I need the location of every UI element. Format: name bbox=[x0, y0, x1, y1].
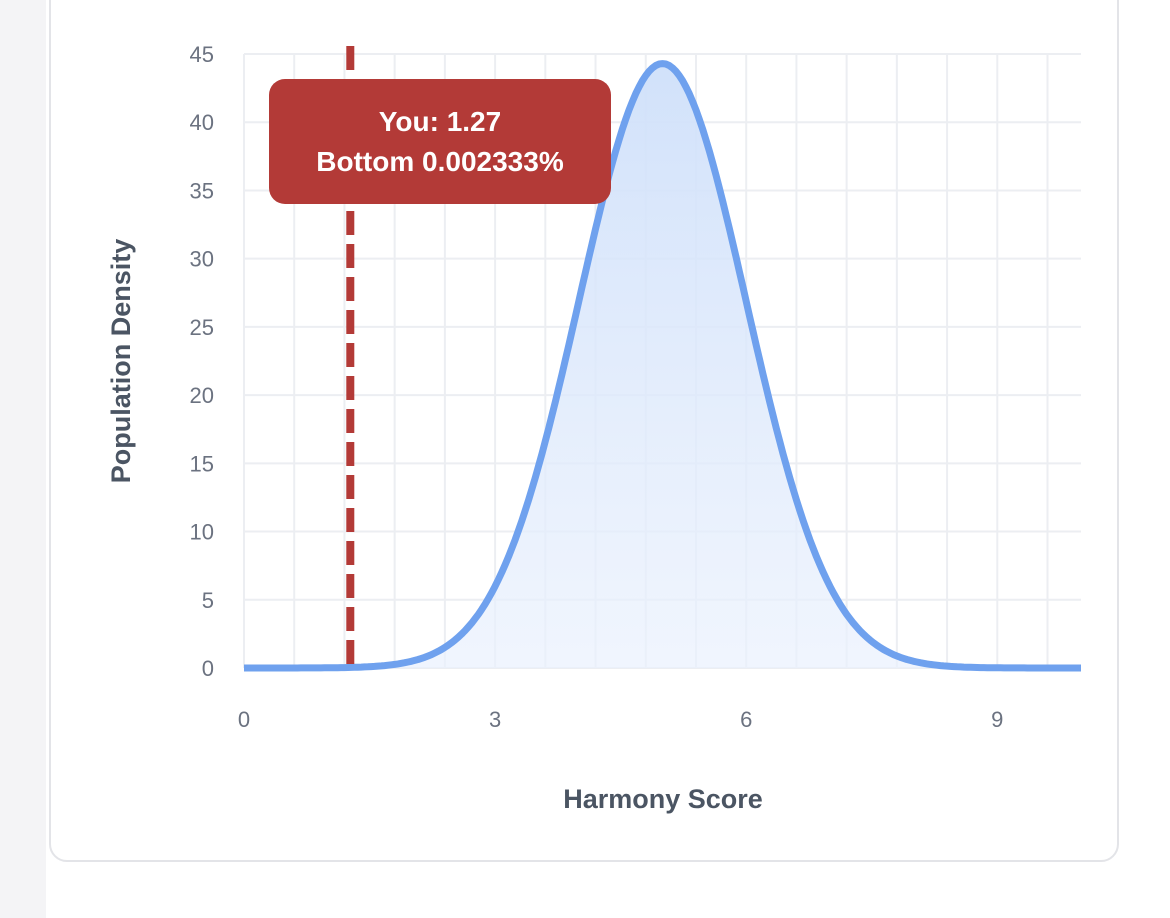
density-curve bbox=[243, 60, 1082, 672]
x-tick-label: 6 bbox=[740, 707, 752, 732]
y-tick-label: 20 bbox=[190, 383, 214, 408]
y-tick-label: 5 bbox=[202, 588, 214, 613]
page-sidebar-edge bbox=[0, 0, 46, 918]
y-tick-label: 25 bbox=[190, 315, 214, 340]
x-tick-label: 0 bbox=[238, 707, 250, 732]
y-tick-label: 0 bbox=[202, 656, 214, 681]
score-tooltip: You: 1.27 Bottom 0.002333% bbox=[269, 79, 611, 204]
tooltip-percentile: Bottom 0.002333% bbox=[316, 145, 564, 177]
y-tick-label: 35 bbox=[190, 178, 214, 203]
tooltip-score: You: 1.27 bbox=[378, 105, 502, 137]
x-axis-label: Harmony Score bbox=[563, 784, 763, 814]
y-tick-label: 30 bbox=[190, 247, 214, 272]
y-axis-label: Population Density bbox=[106, 239, 136, 484]
x-tick-label: 3 bbox=[489, 707, 501, 732]
y-tick-label: 45 bbox=[190, 42, 214, 67]
y-tick-label: 15 bbox=[190, 451, 214, 476]
y-tick-label: 40 bbox=[190, 110, 214, 135]
x-tick-label: 9 bbox=[991, 707, 1003, 732]
y-tick-label: 10 bbox=[190, 520, 214, 545]
density-area bbox=[244, 63, 1081, 669]
